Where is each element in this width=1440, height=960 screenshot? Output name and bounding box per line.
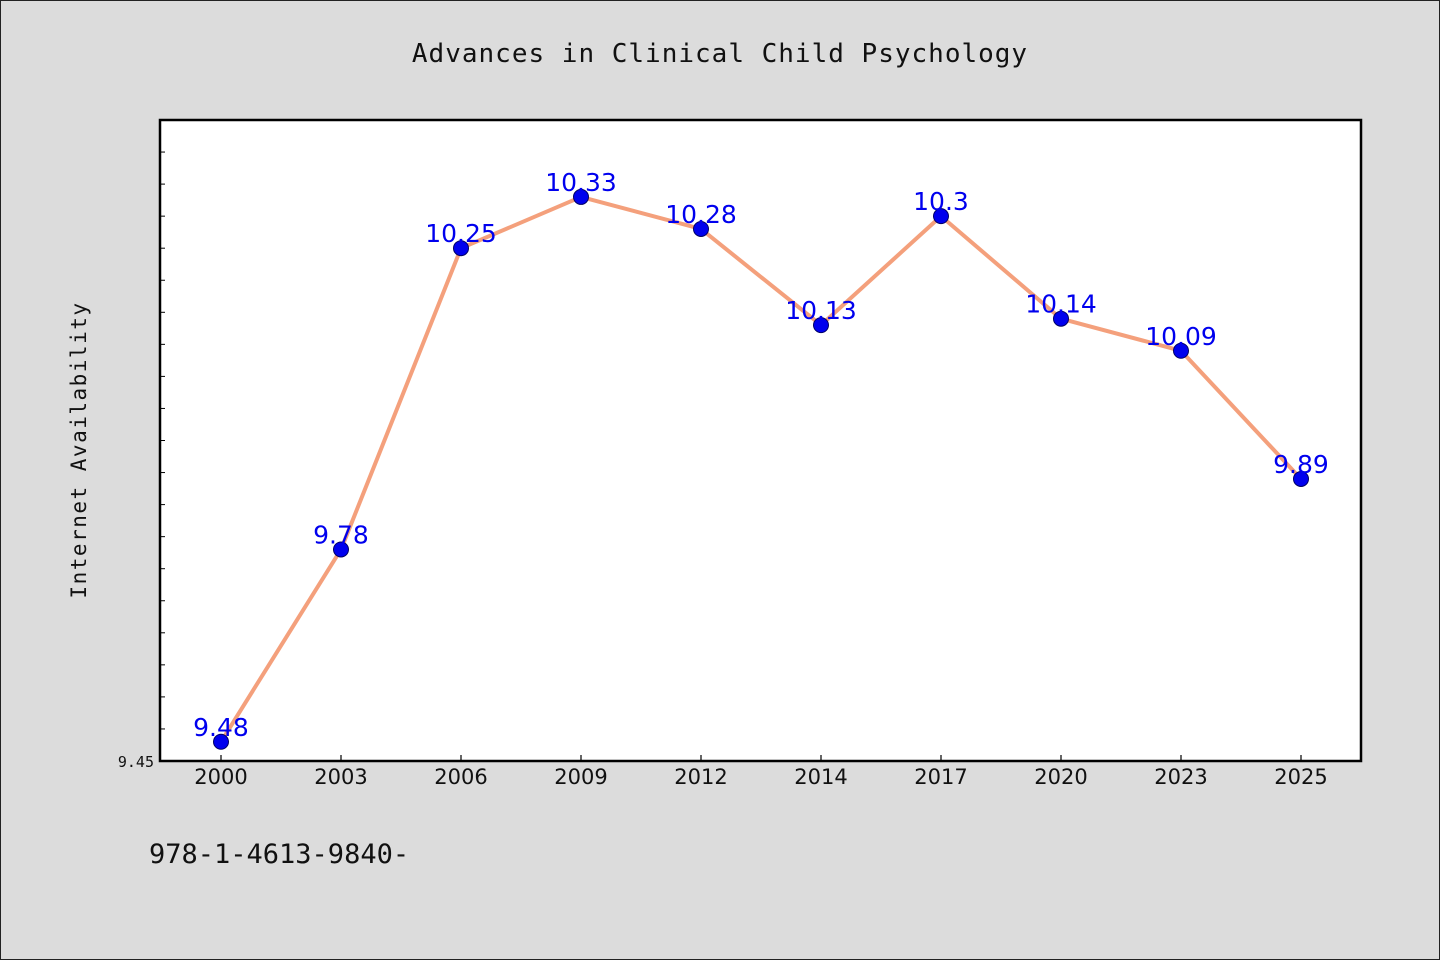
series-markers [213,188,1309,750]
x-tick-label: 2012 [674,765,727,789]
data-point [693,220,709,237]
x-tick-label: 2017 [914,765,967,789]
x-tick-label: 2020 [1034,765,1087,789]
data-label: 10.33 [545,168,617,197]
footer-text: 978-1-4613-9840- [149,839,409,870]
x-tick-label: 2025 [1274,765,1327,789]
data-point [453,240,469,257]
data-label: 9.78 [313,520,369,549]
x-tick-label: 2006 [434,765,487,789]
y-tick-label: 9.45 [118,753,154,771]
data-point [1173,342,1189,359]
data-label: 9.89 [1273,450,1329,479]
data-label: 10.13 [785,296,857,325]
x-tick-label: 2014 [794,765,847,789]
series-line [219,194,1303,744]
data-point [1293,470,1309,487]
data-label: 10.09 [1145,322,1217,351]
x-tick-label: 2009 [554,765,607,789]
data-point [573,188,589,205]
data-label: 9.48 [193,713,249,742]
x-tick-label: 2003 [314,765,367,789]
data-label: 10.14 [1025,290,1097,319]
y-axis-label: Internet Availability [67,301,91,598]
data-point [813,317,829,334]
x-tick-label: 2000 [194,765,247,789]
x-axis-ticks [220,755,1302,761]
x-tick-label: 2023 [1154,765,1207,789]
data-label: 10.28 [665,200,737,229]
data-point [333,541,349,558]
data-point [1053,310,1069,327]
data-label: 10.3 [913,187,969,216]
data-label: 10.25 [425,219,497,248]
data-point [213,733,229,750]
chart-title: Advances in Clinical Child Psychology [412,39,1028,69]
plot-area [158,118,1363,763]
x-axis-tick-labels: 2000 2003 2006 2009 2012 2014 2017 2020 2023 2025 [194,765,1327,789]
data-labels: 9.48 9.78 10.25 10.33 10.28 10.13 10.3 10.14 10.… [193,168,1329,742]
data-point [933,208,949,225]
y-axis-ticks [160,119,165,762]
